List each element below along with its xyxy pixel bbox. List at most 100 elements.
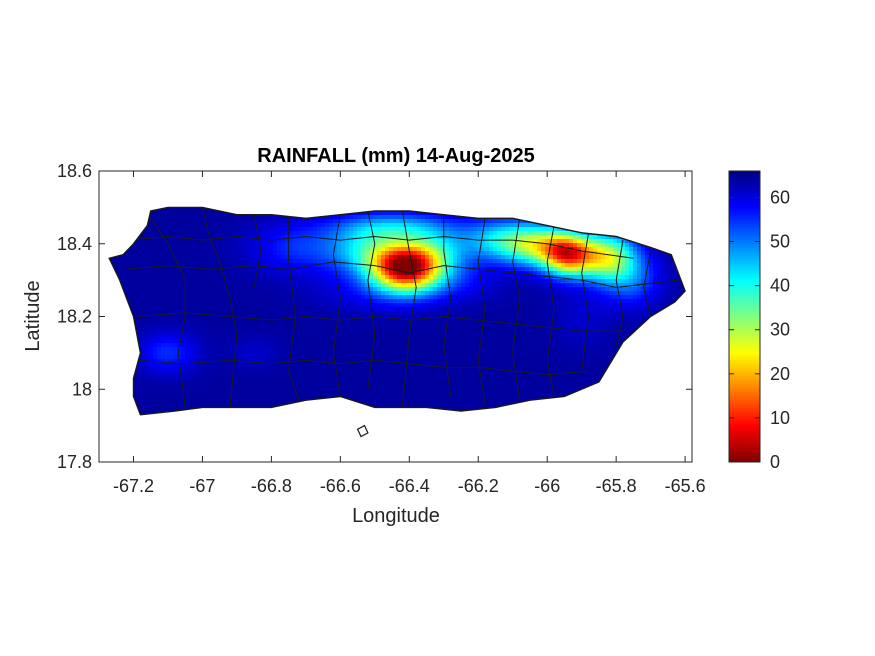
rain-cell [281,219,286,224]
rain-cell [661,271,666,276]
rain-cell [569,291,574,296]
rain-cell [257,311,262,316]
rain-cell [457,227,462,232]
rain-cell [253,243,258,248]
rain-cell [629,251,634,256]
rain-cell [597,339,602,344]
rain-cell [189,291,194,296]
rain-cell [545,311,550,316]
rain-cell [225,319,230,324]
rain-cell [257,295,262,300]
rain-cell [169,227,174,232]
rain-cell [617,307,622,312]
rain-cell [213,259,218,264]
rain-cell [177,247,182,252]
rain-cell [661,303,666,308]
rain-cell [301,287,306,292]
rain-cell [217,335,222,340]
rain-cell [209,271,214,276]
rain-cell [221,299,226,304]
rain-cell [493,267,498,272]
rain-cell [257,243,262,248]
rain-cell [317,279,322,284]
rain-cell [365,295,370,300]
rain-cell [449,255,454,260]
rain-cell [225,299,230,304]
rain-cell [597,267,602,272]
rain-cell [269,227,274,232]
rain-cell [509,227,514,232]
rain-cell [577,267,582,272]
rain-cell [297,251,302,256]
rain-cell [629,295,634,300]
rain-cell [293,267,298,272]
rain-cell [145,339,150,344]
rain-cell [469,287,474,292]
rain-cell [209,263,214,268]
rain-cell [249,327,254,332]
rain-cell [489,263,494,268]
rain-cell [425,303,430,308]
rain-cell [393,319,398,324]
rain-cell [169,231,174,236]
rain-cell [465,323,470,328]
rain-cell [425,235,430,240]
rain-cell [657,279,662,284]
rain-cell [241,223,246,228]
rain-cell [277,267,282,272]
rain-cell [621,299,626,304]
rain-cell [321,287,326,292]
rain-cell [357,295,362,300]
rain-cell [277,303,282,308]
rain-cell [581,275,586,280]
rain-cell [277,231,282,236]
rain-cell [313,255,318,260]
rain-cell [489,291,494,296]
rain-cell [517,311,522,316]
rain-cell [661,267,666,272]
rain-cell [481,307,486,312]
rain-cell [289,339,294,344]
rain-cell [153,239,158,244]
rain-cell [433,283,438,288]
rain-cell [397,295,402,300]
rain-cell [589,287,594,292]
rain-cell [441,299,446,304]
rain-cell [253,231,258,236]
rain-cell [329,307,334,312]
rain-cell [585,291,590,296]
rain-cell [553,295,558,300]
rain-cell [465,231,470,236]
rain-cell [177,331,182,336]
rain-cell [329,311,334,316]
rain-cell [581,303,586,308]
rain-cell [469,311,474,316]
rain-cell [561,323,566,328]
rain-cell [417,319,422,324]
rain-cell [321,295,326,300]
rain-cell [545,323,550,328]
rain-cell [413,299,418,304]
rain-cell [397,287,402,292]
rain-cell [461,223,466,228]
rain-cell [537,295,542,300]
rain-cell [397,227,402,232]
rain-cell [453,291,458,296]
rain-cell [177,231,182,236]
rain-cell [217,211,222,216]
rain-cell [349,303,354,308]
rain-cell [533,275,538,280]
rain-cell [125,251,130,256]
rain-cell [177,299,182,304]
rain-cell [597,243,602,248]
rain-cell [233,311,238,316]
rain-cell [469,219,474,224]
rain-cell [329,247,334,252]
rain-cell [157,243,162,248]
rain-cell [225,283,230,288]
rain-cell [653,283,658,288]
rain-cell [349,311,354,316]
rain-cell [605,259,610,264]
rain-cell [401,271,406,276]
rain-cell [513,255,518,260]
